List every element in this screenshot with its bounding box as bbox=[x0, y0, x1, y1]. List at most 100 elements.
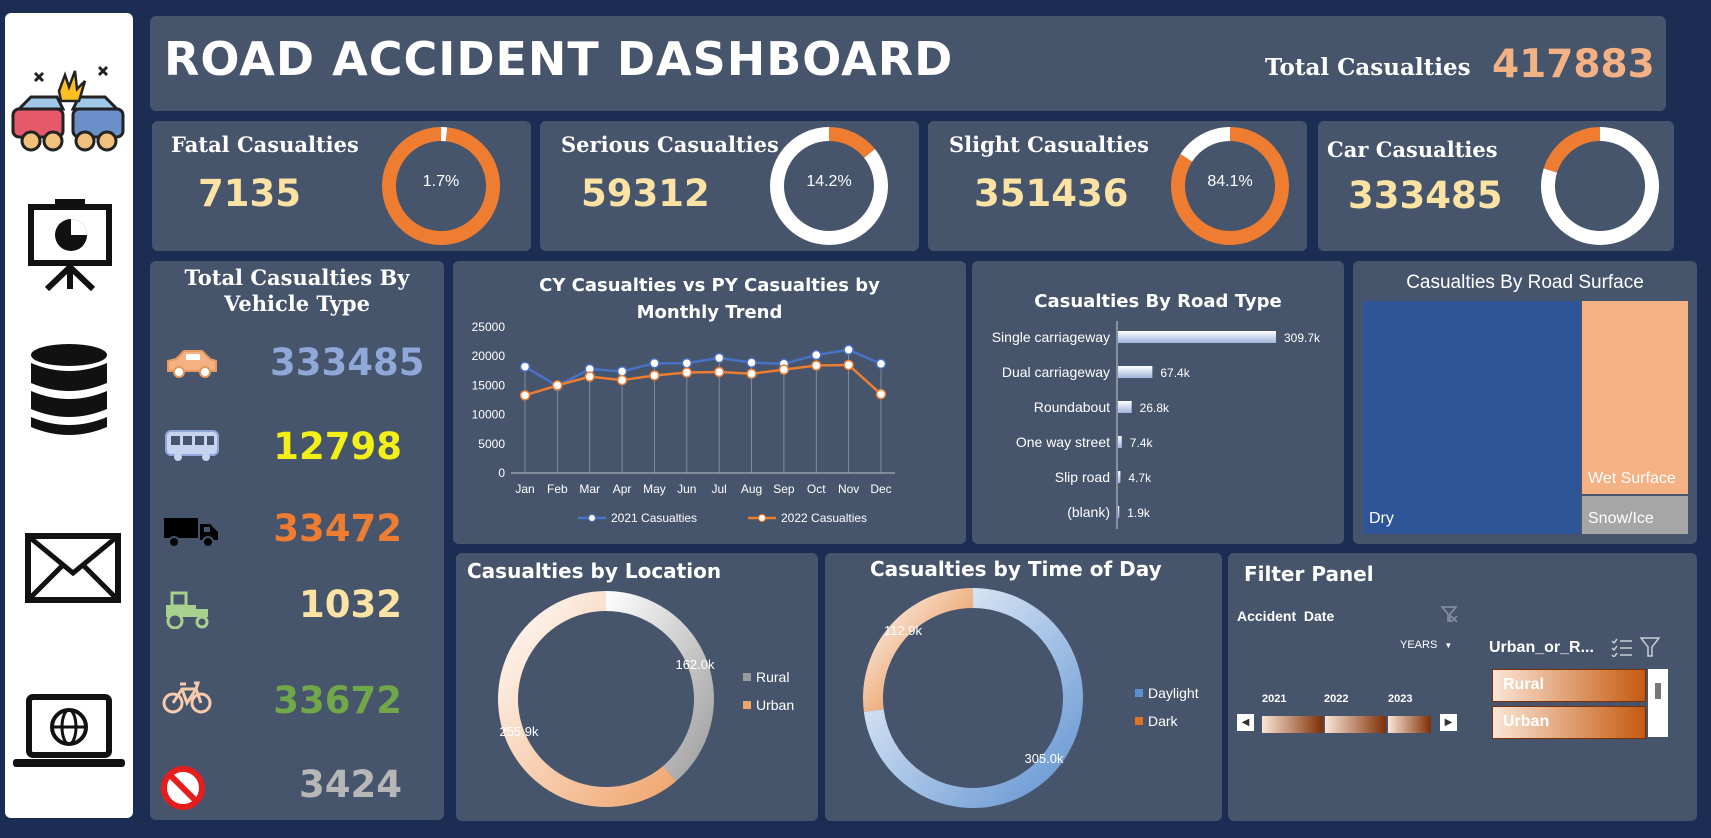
legend-label: Urban bbox=[756, 697, 794, 713]
legend-swatch bbox=[743, 701, 751, 709]
kpi-card-serious: Serious Casualties 59312 14.2% bbox=[540, 121, 919, 251]
tractor-icon bbox=[166, 591, 209, 629]
data-point bbox=[811, 349, 822, 361]
bus-icon bbox=[165, 430, 219, 461]
treemap-wet[interactable]: Wet Surface bbox=[1582, 301, 1688, 494]
mail-icon[interactable] bbox=[25, 533, 121, 603]
year-tick-2023: 2023 bbox=[1388, 693, 1413, 705]
series-line bbox=[524, 363, 882, 397]
location-panel: Casualties by Location 162.0k Rural 255.9k… bbox=[456, 553, 818, 821]
data-label: 112.9k bbox=[884, 623, 923, 638]
timeline-scroll-right[interactable]: ▶ bbox=[1440, 714, 1457, 731]
slicer-option-rural[interactable]: Rural bbox=[1492, 669, 1646, 702]
slicer-scroll-thumb[interactable] bbox=[1655, 683, 1661, 699]
treemap-label: Snow/Ice bbox=[1588, 510, 1654, 527]
vehicle-value-car: 333485 bbox=[270, 341, 425, 384]
data-label: 255.9k bbox=[499, 724, 539, 739]
road-type-chart: Single carriageway 309.7k Dual carriageway… bbox=[992, 321, 1321, 529]
data-point bbox=[875, 388, 887, 400]
data-label: 162.0k bbox=[675, 657, 715, 672]
no-entry-icon bbox=[161, 766, 205, 810]
vehicle-value-bicycle: 33672 bbox=[273, 679, 402, 722]
bar bbox=[1118, 401, 1132, 413]
years-label: YEARS bbox=[1400, 639, 1438, 651]
chevron-down-icon: ▼ bbox=[1444, 641, 1453, 650]
data-label: 26.8k bbox=[1140, 401, 1170, 415]
data-point bbox=[649, 370, 660, 381]
y-tick-label: 0 bbox=[498, 466, 505, 480]
timeline-bar-2021[interactable] bbox=[1262, 716, 1323, 733]
laptop-globe-icon[interactable] bbox=[11, 693, 127, 773]
kpi-label: Car Casualties bbox=[1327, 137, 1498, 162]
legend-marker bbox=[588, 514, 596, 522]
legend-swatch bbox=[743, 673, 751, 681]
slicer-option-urban[interactable]: Urban bbox=[1492, 706, 1646, 739]
total-casualties-label: Total Casualties bbox=[1265, 54, 1471, 81]
kpi-donut bbox=[1541, 127, 1659, 245]
vehicle-value-bus: 12798 bbox=[273, 425, 402, 468]
vehicle-type-panel: Total Casualties By Vehicle Type 333485 … bbox=[150, 261, 444, 820]
data-point bbox=[681, 357, 693, 369]
kpi-donut: 84.1% bbox=[1171, 127, 1289, 245]
data-point bbox=[811, 360, 822, 371]
location-donut: 162.0k Rural 255.9k Urban bbox=[498, 591, 794, 807]
years-dropdown[interactable]: YEARS ▼ bbox=[1400, 639, 1452, 651]
clear-slicer-icon[interactable] bbox=[1639, 636, 1661, 658]
total-casualties-value: 417883 bbox=[1492, 42, 1655, 87]
y-tick-label: 5000 bbox=[478, 437, 505, 451]
x-tick-label: May bbox=[643, 482, 666, 496]
donut-rest-slice bbox=[1180, 127, 1230, 162]
road-type-panel: Casualties By Road Type Single carriagew… bbox=[972, 261, 1344, 544]
donut-slice bbox=[498, 591, 677, 807]
multi-select-icon[interactable] bbox=[1611, 637, 1633, 657]
x-tick-label: Aug bbox=[741, 482, 762, 496]
kpi-pct: 84.1% bbox=[1207, 173, 1252, 190]
treemap-dry[interactable]: Dry bbox=[1363, 301, 1580, 534]
data-label: 305.0k bbox=[1024, 751, 1064, 766]
year-tick-2022: 2022 bbox=[1324, 693, 1349, 705]
timeline-bar-2022[interactable] bbox=[1325, 716, 1386, 733]
kpi-value: 59312 bbox=[581, 172, 710, 215]
slicer-scrollbar[interactable] bbox=[1648, 669, 1668, 737]
donut-value-slice bbox=[441, 127, 448, 142]
y-tick-label: 10000 bbox=[472, 408, 506, 422]
x-tick-label: Sep bbox=[773, 482, 795, 496]
bar bbox=[1118, 366, 1153, 378]
bar bbox=[1118, 436, 1122, 448]
filter-panel: Filter Panel Accident Date YEARS ▼ 2021 … bbox=[1228, 553, 1697, 821]
x-tick-label: Oct bbox=[807, 482, 826, 496]
legend-label: Dark bbox=[1148, 713, 1179, 729]
y-tick-label: 15000 bbox=[472, 378, 506, 392]
data-point bbox=[713, 366, 725, 378]
data-point bbox=[746, 357, 757, 368]
timeline-bar-2023[interactable] bbox=[1388, 716, 1431, 733]
kpi-card-fatal: Fatal Casualties 7135 1.7% bbox=[152, 121, 531, 251]
x-tick-label: Jun bbox=[677, 482, 696, 496]
data-point bbox=[875, 358, 887, 370]
timeline-scroll-left[interactable]: ◀ bbox=[1237, 714, 1254, 731]
data-label: 67.4k bbox=[1160, 366, 1190, 380]
data-label: 309.7k bbox=[1284, 331, 1321, 345]
presentation-icon[interactable] bbox=[25, 199, 115, 291]
monthly-trend-chart: 25000 20000 15000 10000 5000 0 Jan Feb Mar Apr May… bbox=[472, 320, 895, 525]
kpi-donut: 14.2% bbox=[770, 127, 888, 245]
data-point bbox=[519, 390, 531, 401]
kpi-label: Serious Casualties bbox=[561, 132, 779, 157]
car-crash-icon[interactable] bbox=[11, 61, 127, 159]
x-tick-label: Nov bbox=[838, 482, 859, 496]
time-of-day-donut: 305.0k Daylight 112.9k Dark bbox=[863, 588, 1199, 808]
data-point bbox=[843, 344, 854, 356]
series-line bbox=[524, 348, 882, 388]
treemap-snow[interactable]: Snow/Ice bbox=[1582, 496, 1688, 534]
legend-swatch bbox=[1135, 717, 1143, 725]
clear-filter-icon[interactable] bbox=[1440, 605, 1458, 623]
year-tick-2021: 2021 bbox=[1262, 693, 1287, 705]
legend-label: 2022 Casualties bbox=[781, 511, 867, 525]
bar bbox=[1118, 471, 1121, 483]
data-point bbox=[713, 352, 725, 364]
database-icon[interactable] bbox=[29, 343, 109, 439]
trend-title-line2: Monthly Trend bbox=[636, 302, 783, 323]
legend-label: Daylight bbox=[1148, 685, 1199, 701]
vehicle-value-tractor: 1032 bbox=[299, 583, 402, 626]
category-label: One way street bbox=[1016, 434, 1110, 450]
